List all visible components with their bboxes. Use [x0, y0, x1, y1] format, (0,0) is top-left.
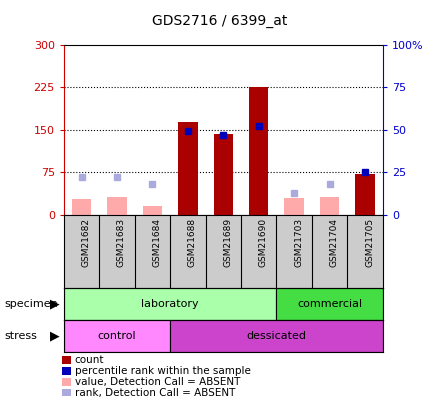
Bar [276, 288, 383, 320]
Bar [213, 134, 233, 215]
Bar [64, 320, 170, 352]
Text: specimen: specimen [4, 299, 58, 309]
Text: GSM21703: GSM21703 [294, 218, 303, 267]
Text: rank, Detection Call = ABSENT: rank, Detection Call = ABSENT [75, 388, 235, 398]
Text: GSM21705: GSM21705 [365, 218, 374, 267]
Bar [64, 288, 276, 320]
Text: dessicated: dessicated [246, 331, 307, 341]
Bar [320, 196, 339, 215]
Text: GDS2716 / 6399_at: GDS2716 / 6399_at [152, 14, 288, 28]
Bar [72, 199, 91, 215]
Bar [284, 198, 304, 215]
Text: percentile rank within the sample: percentile rank within the sample [75, 366, 251, 376]
Text: GSM21690: GSM21690 [259, 218, 268, 267]
Text: stress: stress [4, 331, 37, 341]
Bar [356, 174, 375, 215]
Text: GSM21689: GSM21689 [223, 218, 232, 267]
Text: GSM21682: GSM21682 [81, 218, 91, 267]
Bar [178, 122, 198, 215]
Bar [143, 206, 162, 215]
Text: GSM21683: GSM21683 [117, 218, 126, 267]
Text: commercial: commercial [297, 299, 362, 309]
Text: control: control [98, 331, 136, 341]
Bar [170, 320, 383, 352]
Text: GSM21684: GSM21684 [152, 218, 161, 267]
Text: ▶: ▶ [50, 330, 60, 343]
Bar [249, 87, 268, 215]
Text: value, Detection Call = ABSENT: value, Detection Call = ABSENT [75, 377, 240, 387]
Text: count: count [75, 355, 104, 365]
Text: laboratory: laboratory [141, 299, 199, 309]
Text: GSM21688: GSM21688 [188, 218, 197, 267]
Text: GSM21704: GSM21704 [330, 218, 339, 267]
Text: ▶: ▶ [50, 297, 60, 310]
Bar [107, 196, 127, 215]
